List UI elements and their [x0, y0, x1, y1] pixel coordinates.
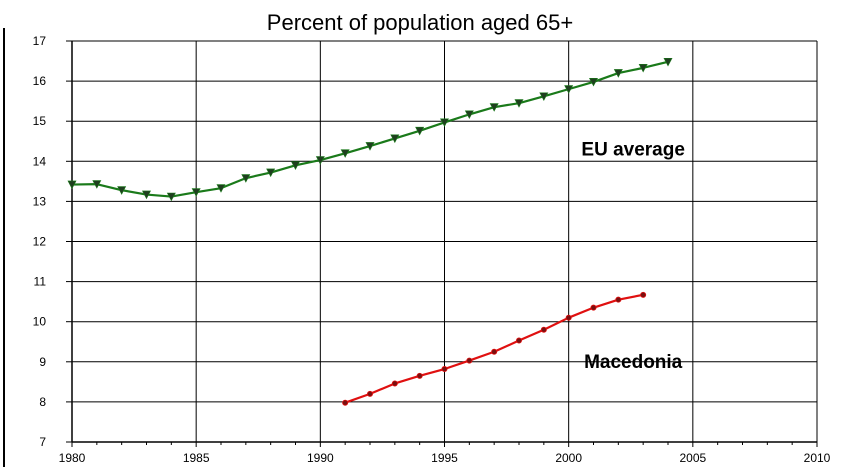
series-point: [266, 168, 276, 178]
series-point: [514, 99, 524, 108]
y-tick-label: 15: [33, 114, 47, 128]
x-tick-label: 2010: [804, 451, 831, 465]
chart-title: Percent of population aged 65+: [267, 10, 573, 35]
series-point: [540, 326, 547, 333]
series-point: [291, 161, 300, 170]
x-tick-label: 1980: [59, 451, 86, 465]
x-tick-label: 1985: [183, 451, 210, 465]
y-tick-label: 10: [33, 315, 47, 329]
series-point: [416, 372, 423, 379]
series-point: [216, 184, 226, 193]
x-tick-label: 1990: [307, 451, 334, 465]
series-point: [466, 357, 473, 364]
series-point: [638, 63, 648, 73]
series-point: [166, 192, 176, 202]
series-point: [565, 314, 572, 321]
series-point: [440, 118, 449, 128]
series-point: [415, 126, 425, 136]
series-annotation: Macedonia: [584, 352, 683, 373]
series-point: [142, 190, 151, 200]
series-point: [391, 380, 398, 387]
y-tick-label: 7: [39, 435, 46, 449]
series-point: [640, 291, 647, 298]
y-tick-label: 14: [33, 154, 47, 168]
y-tick-label: 17: [33, 34, 47, 48]
series-point: [489, 103, 499, 112]
series-point: [464, 110, 474, 120]
series-point: [191, 188, 201, 197]
axes: [3, 28, 818, 467]
series-point: [491, 348, 498, 355]
series-point: [117, 186, 127, 195]
x-tick-label: 1995: [431, 451, 458, 465]
y-tick-label: 16: [33, 74, 47, 88]
series-point: [67, 180, 77, 190]
series-point: [441, 366, 448, 373]
series-point: [539, 92, 549, 101]
y-tick-label: 11: [34, 275, 47, 289]
series-point: [590, 304, 597, 311]
series-point: [613, 69, 623, 78]
series-point: [564, 85, 574, 94]
series-markers: [67, 57, 673, 406]
series-annotation: EU average: [581, 139, 685, 160]
x-tick-label: 2005: [679, 451, 706, 465]
series-annotations: EU average Macedonia: [581, 139, 685, 373]
series-point: [390, 134, 400, 144]
series-point: [241, 174, 251, 183]
series-point: [366, 390, 373, 397]
series-point: [516, 337, 523, 344]
x-tick-label: 2000: [555, 451, 582, 465]
series-point: [589, 78, 598, 87]
y-tick-label: 13: [33, 194, 47, 208]
y-tick-label: 8: [39, 395, 46, 409]
series-point: [315, 156, 325, 165]
series-point: [92, 180, 102, 189]
series-point: [342, 399, 349, 406]
series-point: [365, 142, 375, 151]
series-point: [340, 149, 350, 158]
y-tick-label: 12: [33, 235, 47, 249]
y-tick-label: 9: [39, 355, 46, 369]
series-point: [663, 57, 673, 67]
series-point: [615, 296, 622, 303]
tick-labels: 7 8 9 10 11 12 13 14 15 16 17 1980 1985 1990 1995 2000 2…: [33, 34, 831, 465]
